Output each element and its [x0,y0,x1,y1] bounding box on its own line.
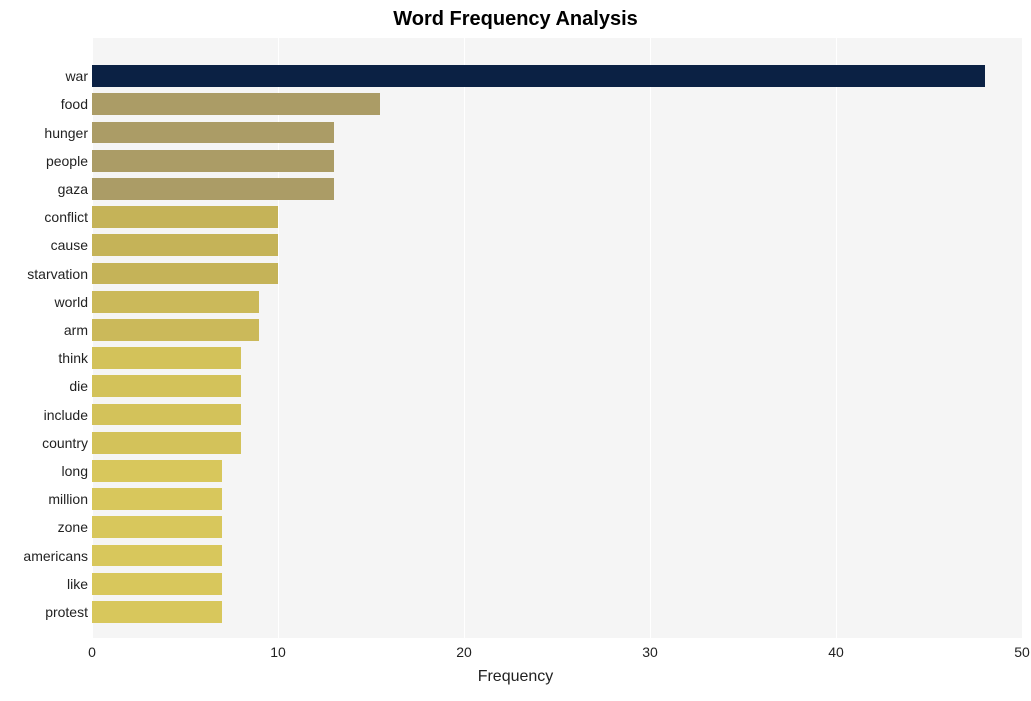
bar [92,291,259,313]
bar [92,65,985,87]
x-tick-label: 10 [270,644,286,660]
grid-line [650,38,651,638]
bar [92,263,278,285]
grid-line [464,38,465,638]
y-tick-label: gaza [58,178,88,200]
bar [92,516,222,538]
y-tick-label: think [58,347,88,369]
x-tick-label: 50 [1014,644,1030,660]
grid-line [1022,38,1023,638]
bar [92,150,334,172]
plot-area [92,38,1022,638]
x-tick-label: 30 [642,644,658,660]
chart-container: Word Frequency Analysis Frequency 0 10 20 3… [0,0,1031,701]
y-tick-label: conflict [44,206,88,228]
y-tick-label: people [46,150,88,172]
chart-title: Word Frequency Analysis [0,8,1031,31]
bar [92,122,334,144]
bar [92,404,241,426]
bar [92,178,334,200]
y-tick-label: country [42,432,88,454]
bar [92,93,380,115]
x-tick-label: 20 [456,644,472,660]
y-tick-label: million [48,488,88,510]
bar [92,573,222,595]
y-tick-label: cause [51,234,88,256]
y-tick-label: starvation [27,263,88,285]
bar [92,432,241,454]
x-axis-title: Frequency [0,668,1031,686]
bar [92,375,241,397]
y-tick-label: americans [23,545,88,567]
y-tick-label: protest [45,601,88,623]
grid-line [836,38,837,638]
x-tick-label: 0 [88,644,96,660]
y-tick-label: like [67,573,88,595]
bar [92,460,222,482]
y-tick-label: war [65,65,88,87]
y-tick-label: die [69,375,88,397]
y-tick-label: arm [64,319,88,341]
x-tick-label: 40 [828,644,844,660]
y-tick-label: long [62,460,88,482]
bar [92,488,222,510]
bar [92,319,259,341]
bar [92,206,278,228]
y-tick-label: zone [58,516,88,538]
bar [92,347,241,369]
bar [92,545,222,567]
y-tick-label: include [44,404,88,426]
bar [92,601,222,623]
y-tick-label: food [61,93,88,115]
bar [92,234,278,256]
y-tick-label: hunger [44,122,88,144]
y-tick-label: world [55,291,88,313]
